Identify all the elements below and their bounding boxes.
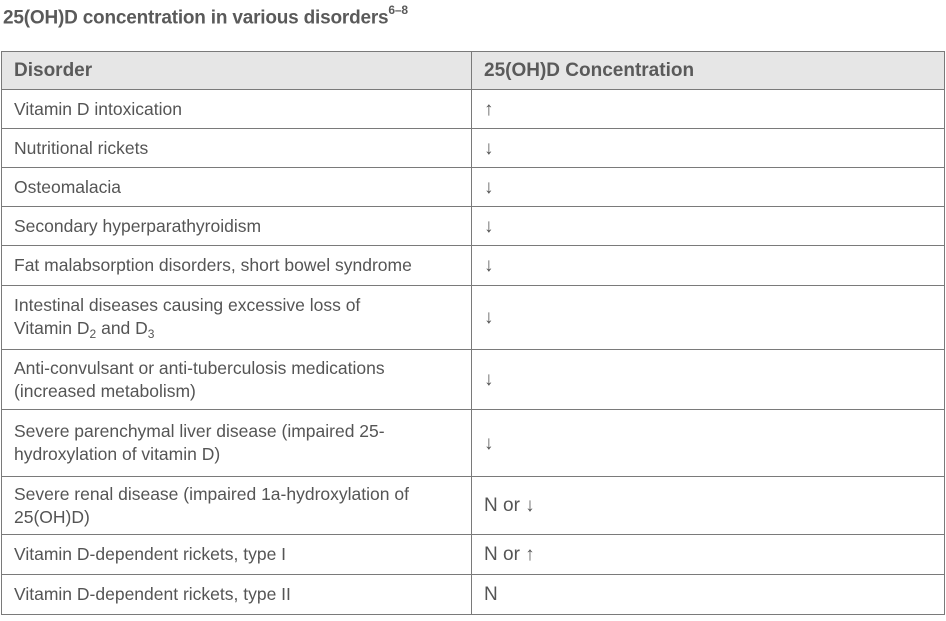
concentration-cell: ↓	[471, 206, 945, 246]
disorder-cell: Severe parenchymal liver disease (impair…	[1, 409, 472, 477]
concentration-cell: ↑	[471, 89, 945, 129]
disorder-line: Severe parenchymal liver disease (impair…	[14, 421, 385, 441]
concentration-cell: ↓	[471, 349, 945, 410]
subscript: 2	[89, 326, 97, 341]
disorder-cell: Vitamin D intoxication	[1, 89, 472, 129]
concentration-cell: ↓	[471, 167, 945, 207]
table-row: Severe renal disease (impaired 1a-hydrox…	[1, 476, 945, 535]
concentration-cell: ↓	[471, 409, 945, 477]
table-row: Vitamin D-dependent rickets, type I N or…	[1, 534, 945, 575]
title-reference: 6–8	[388, 3, 408, 17]
table-row: Vitamin D intoxication ↑	[1, 89, 945, 129]
table-row: Secondary hyperparathyroidism ↓	[1, 206, 945, 246]
concentration-cell: N or ↓	[471, 476, 945, 535]
disorder-cell: Secondary hyperparathyroidism	[1, 206, 472, 246]
disorder-line: hydroxylation of vitamin D)	[14, 444, 221, 464]
disorder-cell: Vitamin D-dependent rickets, type I	[1, 534, 472, 575]
disorder-line: Intestinal diseases causing excessive lo…	[14, 294, 361, 315]
disorder-cell: Nutritional rickets	[1, 128, 472, 168]
concentration-cell: ↓	[471, 285, 945, 350]
disorder-table: Disorder 25(OH)D Concentration Vitamin D…	[1, 51, 945, 615]
table-title-text: 25(OH)D concentration in various disorde…	[3, 7, 389, 29]
disorder-cell: Osteomalacia	[1, 167, 472, 207]
concentration-cell: N or ↑	[471, 534, 945, 575]
table-title: 25(OH)D concentration in various disorde…	[3, 3, 408, 29]
table-header-row: Disorder 25(OH)D Concentration	[1, 51, 945, 90]
disorder-cell: Vitamin D-dependent rickets, type II	[1, 574, 472, 615]
disorder-line: Severe renal disease (impaired 1a-hydrox…	[14, 483, 409, 504]
disorder-cell: Severe renal disease (impaired 1a-hydrox…	[1, 476, 472, 535]
table-row: Anti-convulsant or anti-tuberculosis med…	[1, 349, 945, 410]
disorder-line-part: and D	[96, 317, 148, 338]
table-row: Nutritional rickets ↓	[1, 128, 945, 168]
header-concentration: 25(OH)D Concentration	[471, 51, 945, 90]
header-disorder: Disorder	[1, 51, 472, 90]
disorder-cell: Intestinal diseases causing excessive lo…	[1, 285, 472, 350]
disorder-line-part: Vitamin D	[14, 317, 90, 338]
disorder-cell: Fat malabsorption disorders, short bowel…	[1, 245, 472, 286]
table-row: Vitamin D-dependent rickets, type II N	[1, 574, 945, 615]
table-row: Osteomalacia ↓	[1, 167, 945, 207]
table-row: Intestinal diseases causing excessive lo…	[1, 285, 945, 350]
disorder-line: (increased metabolism)	[14, 380, 196, 401]
disorder-line: Anti-convulsant or anti-tuberculosis med…	[14, 357, 385, 378]
disorder-cell: Anti-convulsant or anti-tuberculosis med…	[1, 349, 472, 410]
table-row: Severe parenchymal liver disease (impair…	[1, 409, 945, 477]
disorder-line: 25(OH)D)	[14, 506, 90, 527]
concentration-cell: ↓	[471, 128, 945, 168]
concentration-cell: N	[471, 574, 945, 615]
subscript: 3	[147, 326, 155, 341]
concentration-cell: ↓	[471, 245, 945, 286]
table-row: Fat malabsorption disorders, short bowel…	[1, 245, 945, 286]
